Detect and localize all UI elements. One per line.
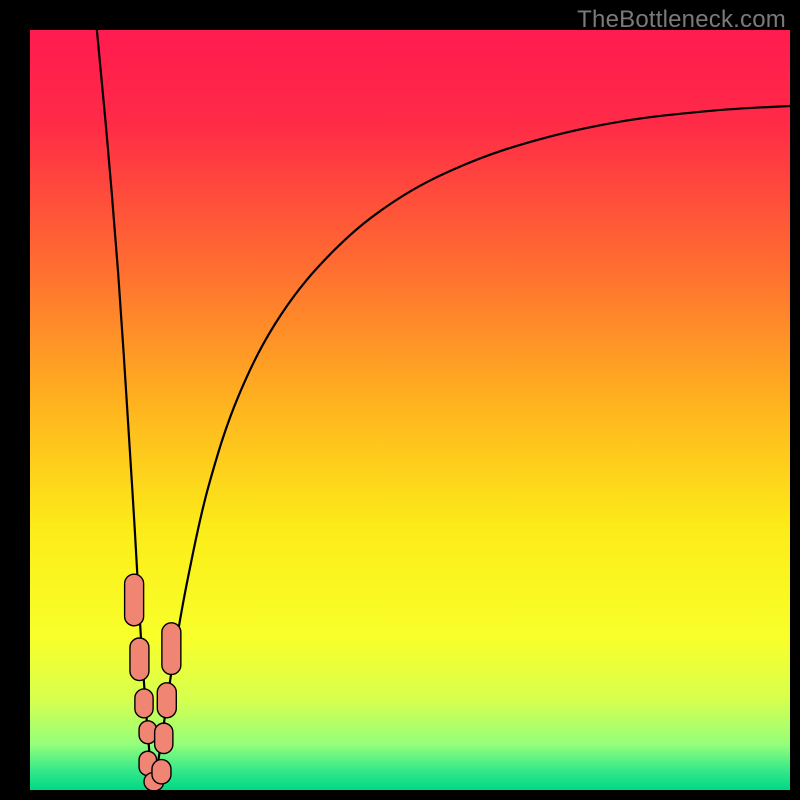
data-marker (125, 574, 144, 626)
data-marker (155, 723, 173, 753)
data-marker (152, 760, 171, 784)
bottleneck-chart: TheBottleneck.com (0, 0, 800, 800)
watermark-text: TheBottleneck.com (577, 6, 786, 34)
data-marker (162, 623, 181, 675)
data-marker (157, 683, 176, 718)
chart-svg (0, 0, 800, 800)
data-marker (139, 721, 156, 744)
data-marker (130, 638, 149, 681)
data-marker (135, 689, 153, 718)
